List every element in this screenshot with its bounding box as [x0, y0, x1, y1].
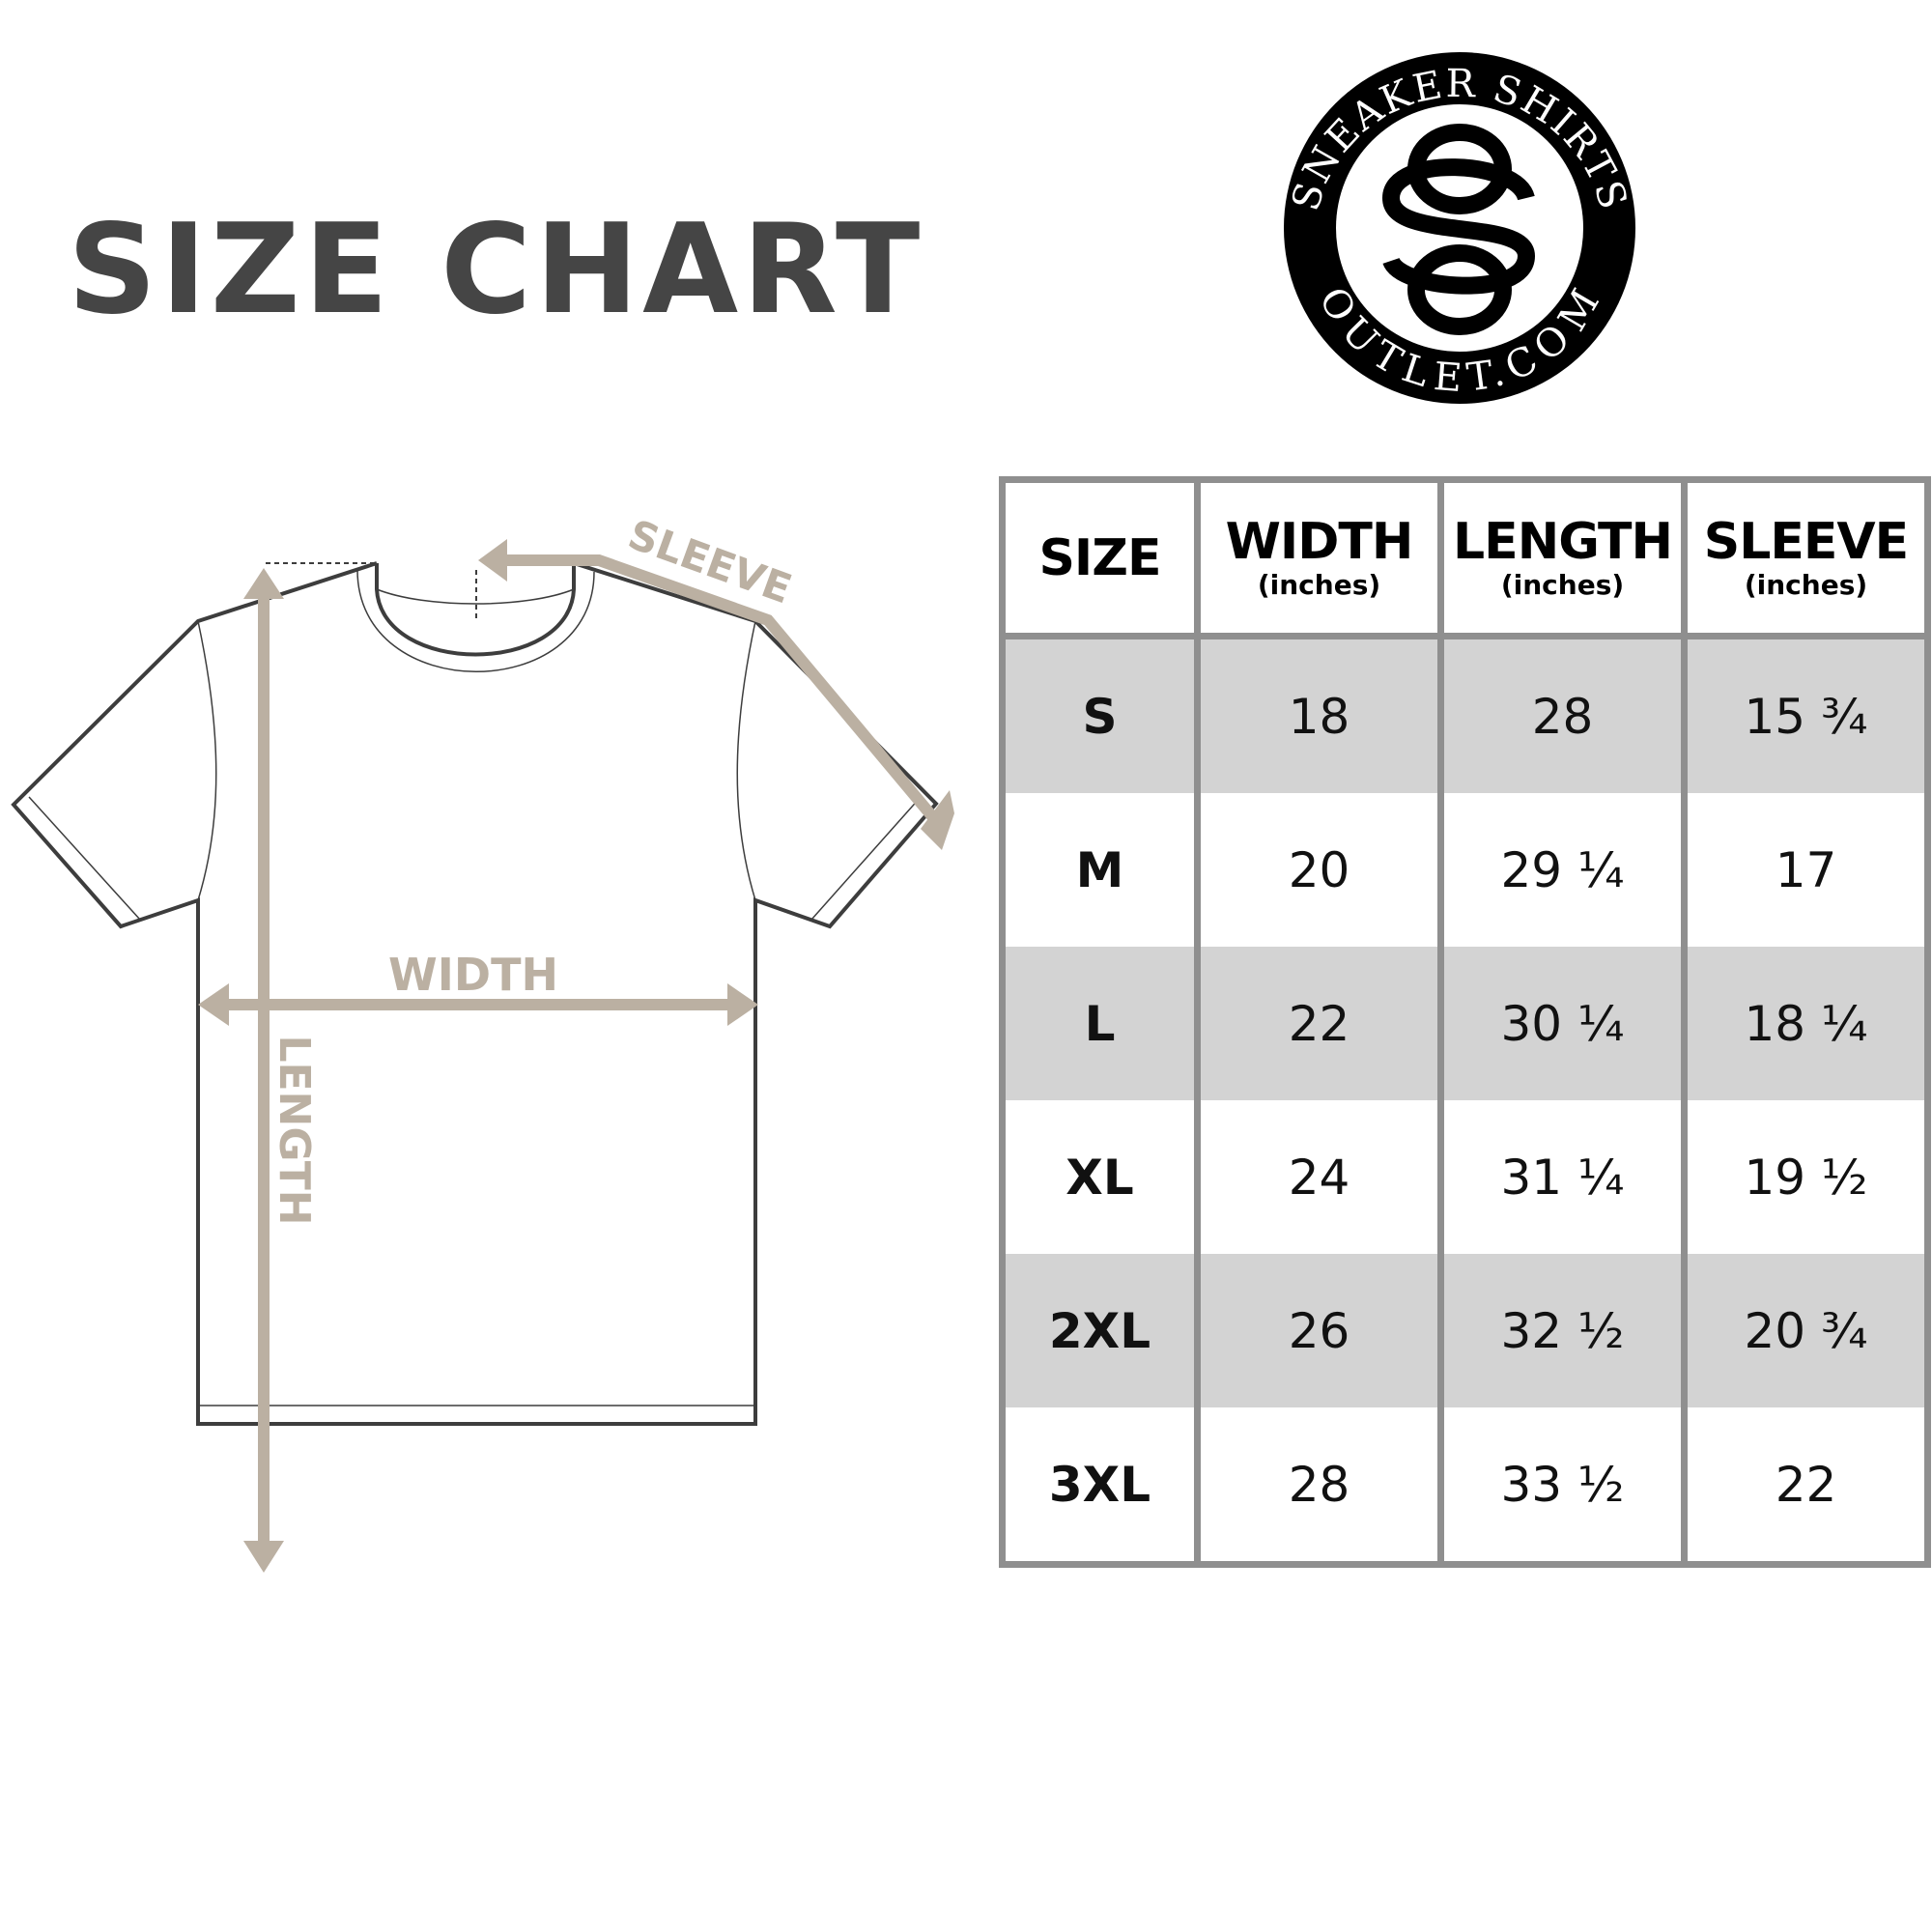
title-word: SIZE [68, 198, 393, 342]
size-cell: 3XL [999, 1407, 1201, 1565]
sleeve-arrow [478, 539, 954, 850]
table-row: M 20 29 ¼ 17 [999, 793, 1931, 947]
length-cell: 29 ¼ [1437, 793, 1688, 947]
length-cell: 32 ½ [1437, 1254, 1688, 1407]
width-arrow [198, 983, 758, 1026]
sleeve-cell: 17 [1681, 793, 1931, 947]
table-header-row: SIZE WIDTH (inches) LENGTH (inches) SLEEVE… [999, 476, 1931, 639]
width-label: WIDTH [388, 949, 558, 1001]
header-sleeve: SLEEVE (inches) [1681, 476, 1931, 639]
header-width: WIDTH (inches) [1194, 476, 1444, 639]
width-cell: 26 [1194, 1254, 1444, 1407]
sleeve-cell: 15 ¾ [1681, 636, 1931, 793]
size-cell: M [999, 793, 1201, 947]
width-cell: 24 [1194, 1100, 1444, 1254]
length-cell: 31 ¼ [1437, 1100, 1688, 1254]
page-title: SIZE CHART [68, 198, 972, 342]
brand-logo: SNEAKER SHIRTS OUTLET.COM [1284, 52, 1635, 404]
sleeve-cell: 22 [1681, 1407, 1931, 1565]
table-row: 2XL 26 32 ½ 20 ¾ [999, 1254, 1931, 1407]
length-arrow [243, 568, 284, 1573]
table-row: S 18 28 15 ¾ [999, 636, 1931, 793]
sleeve-cell: 18 ¼ [1681, 947, 1931, 1100]
header-length: LENGTH (inches) [1437, 476, 1688, 639]
length-cell: 30 ¼ [1437, 947, 1688, 1100]
size-cell: XL [999, 1100, 1201, 1254]
width-cell: 28 [1194, 1407, 1444, 1565]
title-word: CHART [440, 198, 924, 342]
sleeve-cell: 19 ½ [1681, 1100, 1931, 1254]
width-cell: 22 [1194, 947, 1444, 1100]
table-row: XL 24 31 ¼ 19 ½ [999, 1100, 1931, 1254]
size-cell: S [999, 636, 1201, 793]
length-label: LENGTH [270, 1035, 319, 1225]
length-cell: 33 ½ [1437, 1407, 1688, 1565]
header-size: SIZE [999, 476, 1201, 639]
monogram-icon [1381, 124, 1536, 335]
width-cell: 20 [1194, 793, 1444, 947]
sleeve-cell: 20 ¾ [1681, 1254, 1931, 1407]
size-table: SIZE WIDTH (inches) LENGTH (inches) SLEEVE… [999, 476, 1931, 1568]
measurement-arrows [198, 539, 954, 1573]
table-row: 3XL 28 33 ½ 22 [999, 1407, 1931, 1565]
table-row: L 22 30 ¼ 18 ¼ [999, 947, 1931, 1100]
tshirt-outline [11, 561, 939, 1426]
width-cell: 18 [1194, 636, 1444, 793]
length-cell: 28 [1437, 636, 1688, 793]
size-cell: 2XL [999, 1254, 1201, 1407]
size-cell: L [999, 947, 1201, 1100]
